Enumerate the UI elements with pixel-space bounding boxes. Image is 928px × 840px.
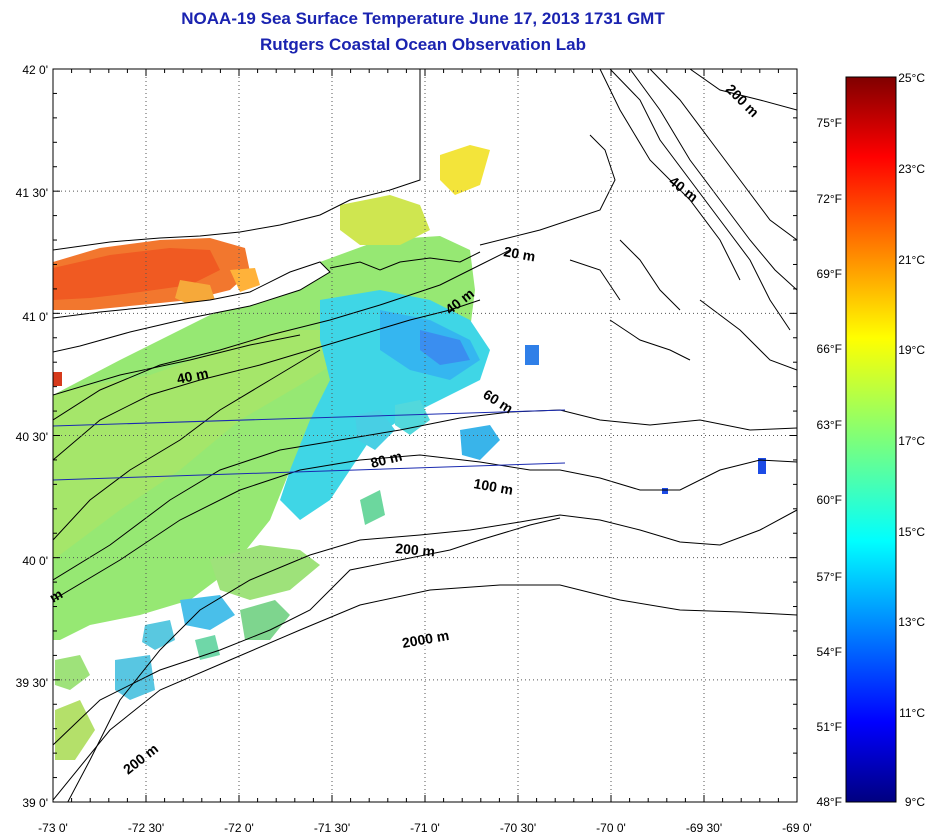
- celsius-label: 13°C: [898, 615, 925, 629]
- contour-label: 80 m: [369, 448, 404, 471]
- map-subtitle: Rutgers Coastal Ocean Observation Lab: [260, 35, 586, 54]
- lat-label: 39 30': [16, 676, 48, 690]
- celsius-label: 25°C: [898, 71, 925, 85]
- celsius-label: 11°C: [899, 706, 925, 720]
- contour-label: 20 m: [502, 243, 536, 264]
- lon-label: -73 0': [38, 821, 68, 835]
- lat-label: 41 30': [16, 186, 48, 200]
- land-cape-cod: [460, 69, 797, 410]
- swath-line: [53, 462, 566, 481]
- lon-label: -71 30': [314, 821, 350, 835]
- sst-data-layer: [53, 69, 797, 760]
- lat-label: 41 0': [22, 310, 48, 324]
- longitude-labels: -73 0' -72 30' -72 0' -71 30' -71 0' -70…: [38, 821, 812, 835]
- contour-label: 200 m: [120, 740, 161, 777]
- latitude-labels: 42 0' 41 30' 41 0' 40 30' 40 0' 39 30' 3…: [16, 63, 48, 810]
- graticule: [53, 69, 797, 802]
- celsius-scale: 25°C 23°C 21°C 19°C 17°C 15°C 13°C 11°C …: [898, 71, 925, 809]
- lon-label: -71 0': [410, 821, 440, 835]
- lon-label: -69 30': [686, 821, 722, 835]
- celsius-label: 21°C: [898, 253, 925, 267]
- swath-line: [53, 409, 566, 427]
- sst-region-coastal: [53, 330, 340, 560]
- celsius-label: 9°C: [905, 795, 925, 809]
- fahrenheit-label: 54°F: [817, 645, 842, 659]
- fahrenheit-label: 48°F: [817, 795, 842, 809]
- fahrenheit-label: 69°F: [817, 267, 842, 281]
- contour-label: 40 m: [175, 365, 210, 387]
- fahrenheit-scale: 75°F 72°F 69°F 66°F 63°F 60°F 57°F 54°F …: [817, 116, 842, 809]
- lat-label: 40 0': [22, 554, 48, 568]
- contour-label: 200 m: [395, 540, 436, 559]
- fahrenheit-label: 63°F: [817, 418, 842, 432]
- land-connecticut: [53, 69, 421, 251]
- fahrenheit-label: 51°F: [817, 720, 842, 734]
- lon-label: -70 30': [500, 821, 536, 835]
- lat-label: 39 0': [22, 796, 48, 810]
- celsius-label: 19°C: [898, 343, 925, 357]
- fahrenheit-label: 66°F: [817, 342, 842, 356]
- celsius-label: 15°C: [898, 525, 925, 539]
- colorbar: [845, 76, 897, 803]
- lat-label: 40 30': [16, 430, 48, 444]
- celsius-label: 23°C: [898, 162, 925, 176]
- bathymetry-contours: [53, 69, 797, 802]
- lon-label: -72 30': [128, 821, 164, 835]
- fahrenheit-label: 75°F: [817, 116, 842, 130]
- contour-label: 2000 m: [401, 627, 451, 651]
- land-long-island: [53, 261, 331, 353]
- fahrenheit-label: 72°F: [817, 192, 842, 206]
- lat-label: 42 0': [22, 63, 48, 77]
- fahrenheit-label: 57°F: [817, 570, 842, 584]
- lon-label: -70 0': [596, 821, 626, 835]
- map-title: NOAA-19 Sea Surface Temperature June 17,…: [181, 9, 665, 28]
- fahrenheit-label: 60°F: [817, 493, 842, 507]
- contour-label: 100 m: [472, 475, 514, 498]
- lon-label: -72 0': [224, 821, 254, 835]
- map-ticks: [52, 68, 798, 803]
- celsius-label: 17°C: [898, 434, 925, 448]
- lon-label: -69 0': [782, 821, 812, 835]
